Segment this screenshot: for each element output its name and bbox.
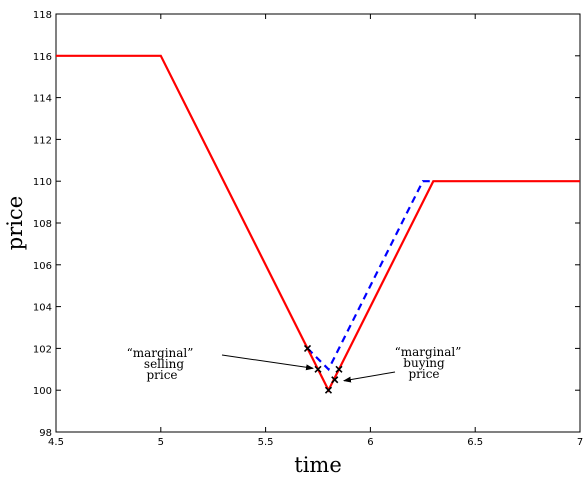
y-tick-label: 112 — [33, 135, 52, 146]
y-tick-label: 108 — [33, 219, 52, 230]
annotation-text: price — [408, 367, 439, 381]
x-tick-label: 5 — [158, 437, 164, 448]
annotation-text: “marginal” — [395, 345, 462, 359]
annotation-text: selling — [144, 357, 185, 371]
x-tick-label: 6 — [367, 437, 373, 448]
y-tick-label: 116 — [33, 52, 52, 63]
series-line-dashed — [306, 180, 434, 372]
x-tick-label: 6.5 — [467, 437, 483, 448]
annotation-text: price — [146, 368, 177, 382]
x-marker — [331, 376, 339, 384]
y-tick-label: 104 — [33, 303, 52, 314]
annotation-arrow — [221, 354, 314, 371]
x-marker — [314, 365, 322, 373]
y-tick-label: 100 — [33, 386, 52, 397]
x-marker — [324, 386, 333, 394]
y-tick-label: 114 — [33, 94, 52, 105]
x-tick-label: 4.5 — [48, 437, 64, 448]
x-marker — [303, 344, 312, 352]
y-tick-label: 98 — [39, 428, 52, 439]
x-axis-label: time — [294, 453, 342, 477]
y-axis-label: price — [3, 196, 27, 250]
y-tick-label: 118 — [33, 10, 52, 21]
x-tick-label: 5.5 — [258, 437, 274, 448]
plot-area — [55, 13, 581, 433]
y-tick-label: 102 — [33, 344, 52, 355]
annotation-text: “marginal” — [127, 346, 194, 360]
y-tick-label: 110 — [33, 177, 52, 188]
x-marker — [335, 365, 343, 373]
y-tick-label: 106 — [33, 261, 52, 272]
annotation-arrow — [342, 371, 396, 383]
annotation-text: buying — [403, 356, 445, 370]
x-tick-label: 7 — [577, 437, 583, 448]
